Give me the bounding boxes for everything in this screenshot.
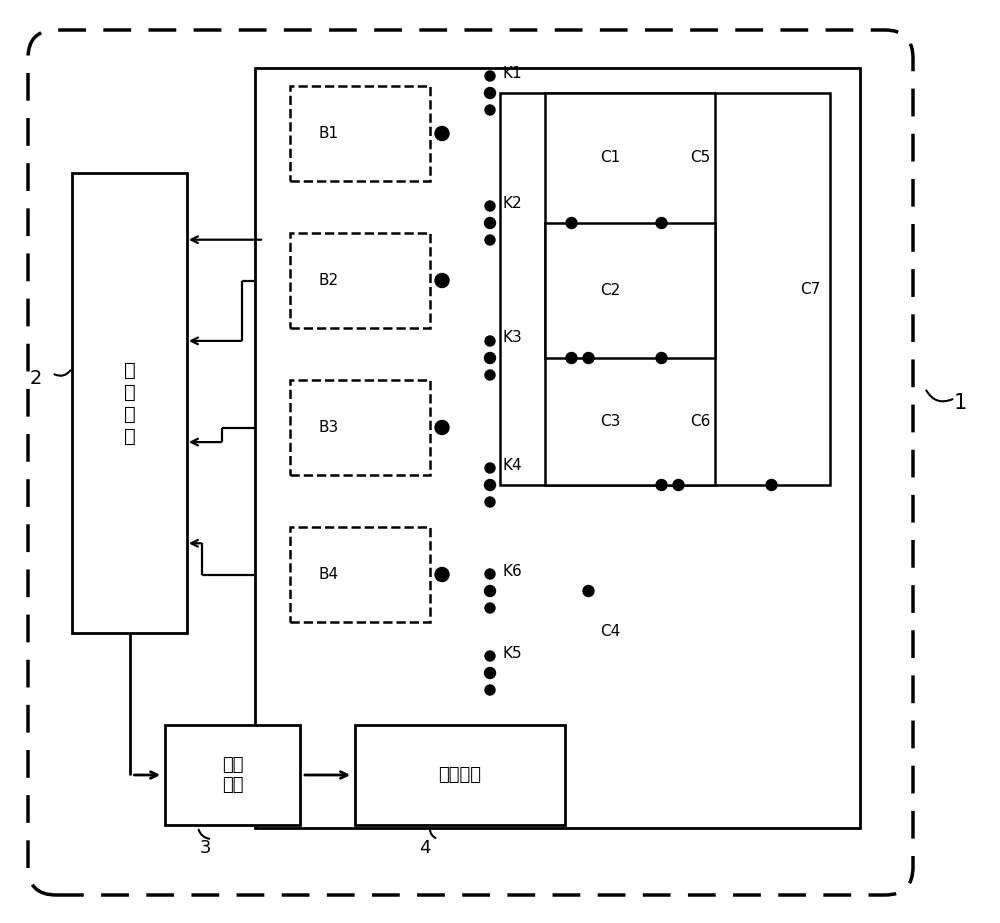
- Text: C1: C1: [600, 150, 621, 165]
- Text: B1: B1: [318, 126, 338, 141]
- Text: C7: C7: [800, 282, 821, 296]
- Bar: [290, 233, 430, 328]
- Bar: [255, 68, 860, 828]
- Circle shape: [435, 421, 449, 435]
- Circle shape: [485, 201, 495, 211]
- Text: K3: K3: [502, 330, 522, 345]
- Text: 2: 2: [30, 368, 42, 388]
- Circle shape: [435, 126, 449, 140]
- Circle shape: [485, 569, 495, 579]
- Circle shape: [583, 585, 594, 596]
- Circle shape: [656, 353, 667, 364]
- Circle shape: [485, 218, 496, 229]
- Circle shape: [485, 463, 495, 473]
- Bar: [290, 380, 430, 475]
- Text: B4: B4: [318, 567, 338, 582]
- Circle shape: [485, 336, 495, 346]
- Text: C2: C2: [600, 283, 621, 298]
- Circle shape: [656, 480, 667, 490]
- Circle shape: [766, 480, 777, 490]
- Circle shape: [485, 105, 495, 115]
- Circle shape: [583, 353, 594, 364]
- Circle shape: [485, 88, 496, 99]
- Circle shape: [656, 218, 667, 229]
- Circle shape: [485, 235, 495, 245]
- Text: C4: C4: [600, 625, 621, 640]
- Bar: [355, 725, 565, 825]
- Text: C3: C3: [600, 414, 621, 429]
- Circle shape: [485, 603, 495, 613]
- Bar: [290, 527, 430, 622]
- Text: B3: B3: [318, 420, 338, 435]
- Text: 1: 1: [953, 393, 967, 413]
- Text: K2: K2: [502, 196, 522, 210]
- Text: C5: C5: [690, 150, 711, 165]
- Circle shape: [485, 353, 496, 364]
- Bar: [72, 173, 187, 633]
- Circle shape: [435, 273, 449, 287]
- Circle shape: [485, 370, 495, 380]
- Bar: [500, 93, 830, 485]
- Bar: [545, 223, 715, 358]
- Circle shape: [485, 651, 495, 661]
- Circle shape: [485, 585, 496, 596]
- Text: 控制
单元: 控制 单元: [222, 756, 243, 795]
- Text: 4: 4: [419, 839, 431, 857]
- Text: K6: K6: [502, 564, 522, 579]
- Circle shape: [485, 497, 495, 507]
- Text: K4: K4: [502, 458, 522, 473]
- Circle shape: [485, 480, 496, 490]
- Text: 驱动单元: 驱动单元: [438, 766, 481, 784]
- Circle shape: [485, 71, 495, 81]
- Text: 3: 3: [199, 839, 211, 857]
- Bar: [290, 86, 430, 181]
- Bar: [165, 725, 300, 825]
- Circle shape: [673, 480, 684, 490]
- Circle shape: [485, 667, 496, 678]
- Circle shape: [566, 353, 577, 364]
- Text: K5: K5: [502, 645, 522, 661]
- Circle shape: [485, 685, 495, 695]
- Circle shape: [566, 218, 577, 229]
- Text: 检
测
单
元: 检 测 单 元: [124, 361, 135, 446]
- Bar: [545, 93, 715, 485]
- Text: B2: B2: [318, 273, 338, 288]
- Circle shape: [435, 568, 449, 581]
- Text: K1: K1: [502, 66, 522, 80]
- Text: C6: C6: [690, 414, 711, 429]
